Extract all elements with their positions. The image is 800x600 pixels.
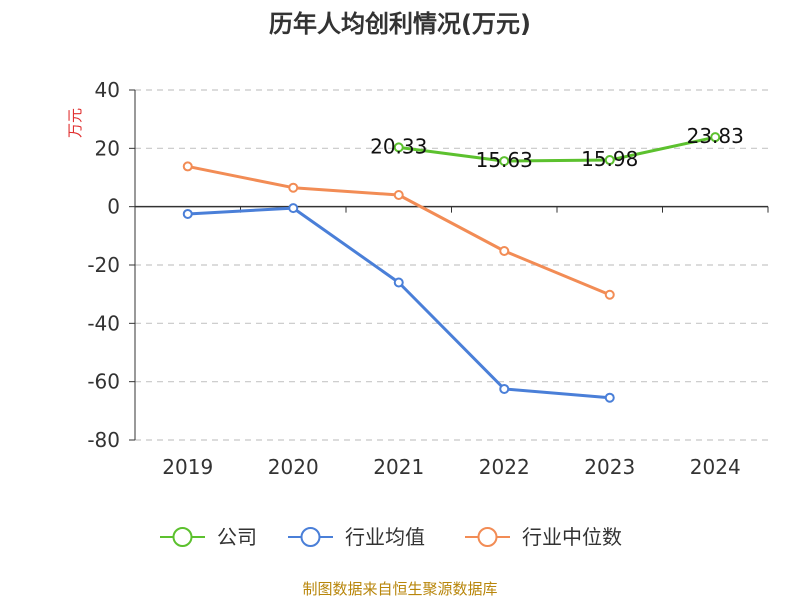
grid-lines	[135, 89, 768, 441]
y-tick-label: 20	[95, 136, 120, 160]
series-line-1	[187, 206, 610, 400]
series-lines	[182, 132, 721, 403]
y-axis-unit-label: 万元	[66, 108, 84, 138]
y-tick-label: -40	[87, 311, 120, 335]
data-point	[182, 208, 193, 219]
legend-label: 行业中位数	[522, 525, 622, 549]
data-point	[288, 203, 299, 214]
data-point	[182, 161, 193, 172]
data-point	[604, 155, 615, 166]
series-line-2	[187, 164, 611, 297]
data-point	[604, 392, 615, 403]
y-tick-label: -20	[87, 253, 120, 277]
chart-title: 历年人均创利情况(万元)	[269, 10, 531, 38]
data-label: 15.98	[581, 147, 638, 171]
source-note: 制图数据来自恒生聚源数据库	[302, 580, 497, 598]
data-label: 20.33	[370, 134, 427, 158]
legend-marker	[477, 527, 498, 547]
x-tick-label: 2022	[479, 455, 530, 479]
data-point	[604, 289, 615, 300]
data-label: 15.63	[476, 148, 533, 172]
data-point	[288, 182, 299, 193]
legend-label: 公司	[217, 525, 257, 549]
data-point	[393, 277, 404, 288]
x-tick-label: 2024	[690, 455, 741, 479]
legend-marker	[172, 527, 193, 547]
data-point	[393, 142, 404, 153]
axes: 40 20 0 -20 -40 -60 -80 2019 2020 2021 2022 2023 202…	[87, 78, 769, 479]
data-label: 23.83	[687, 124, 744, 148]
series-line-0	[398, 135, 716, 163]
data-point	[499, 246, 510, 256]
x-tick-label: 2019	[162, 455, 213, 479]
data-point	[499, 383, 510, 394]
y-tick-label: 40	[95, 78, 120, 102]
legend: 公司 行业均值 行业中位数	[160, 525, 622, 549]
x-tick-label: 2023	[584, 455, 635, 479]
x-tick-label: 2021	[373, 455, 424, 479]
data-labels: 20.33 15.63 15.98 23.83	[370, 124, 744, 172]
legend-marker	[300, 527, 321, 547]
x-tick-label: 2020	[268, 455, 319, 479]
data-point	[499, 156, 510, 167]
y-tick-label: 0	[107, 195, 120, 219]
data-point	[393, 190, 404, 200]
y-tick-label: -80	[87, 428, 120, 452]
y-tick-label: -60	[87, 370, 120, 394]
legend-label: 行业均值	[345, 525, 425, 549]
data-point	[710, 132, 721, 143]
